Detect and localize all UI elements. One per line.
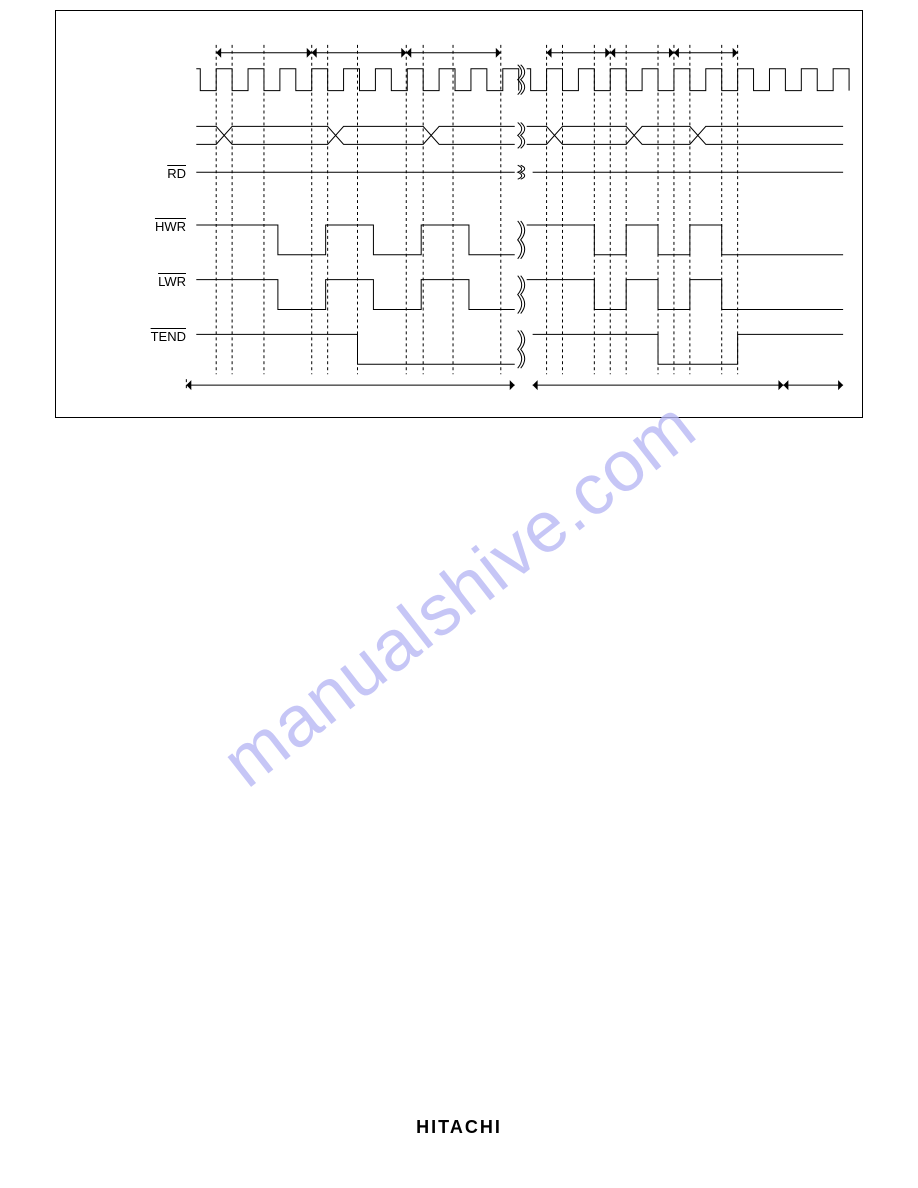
rd-label: RD (158, 166, 186, 181)
timing-diagram-box: RD HWR LWR TEND (55, 10, 863, 418)
watermark: manualshive.com (207, 385, 711, 804)
timing-diagram-svg (56, 11, 862, 417)
lwr-label: LWR (148, 274, 186, 289)
tend-label: TEND (142, 329, 186, 344)
footer-brand: HITACHI (0, 1117, 918, 1138)
hwr-label: HWR (148, 219, 186, 234)
